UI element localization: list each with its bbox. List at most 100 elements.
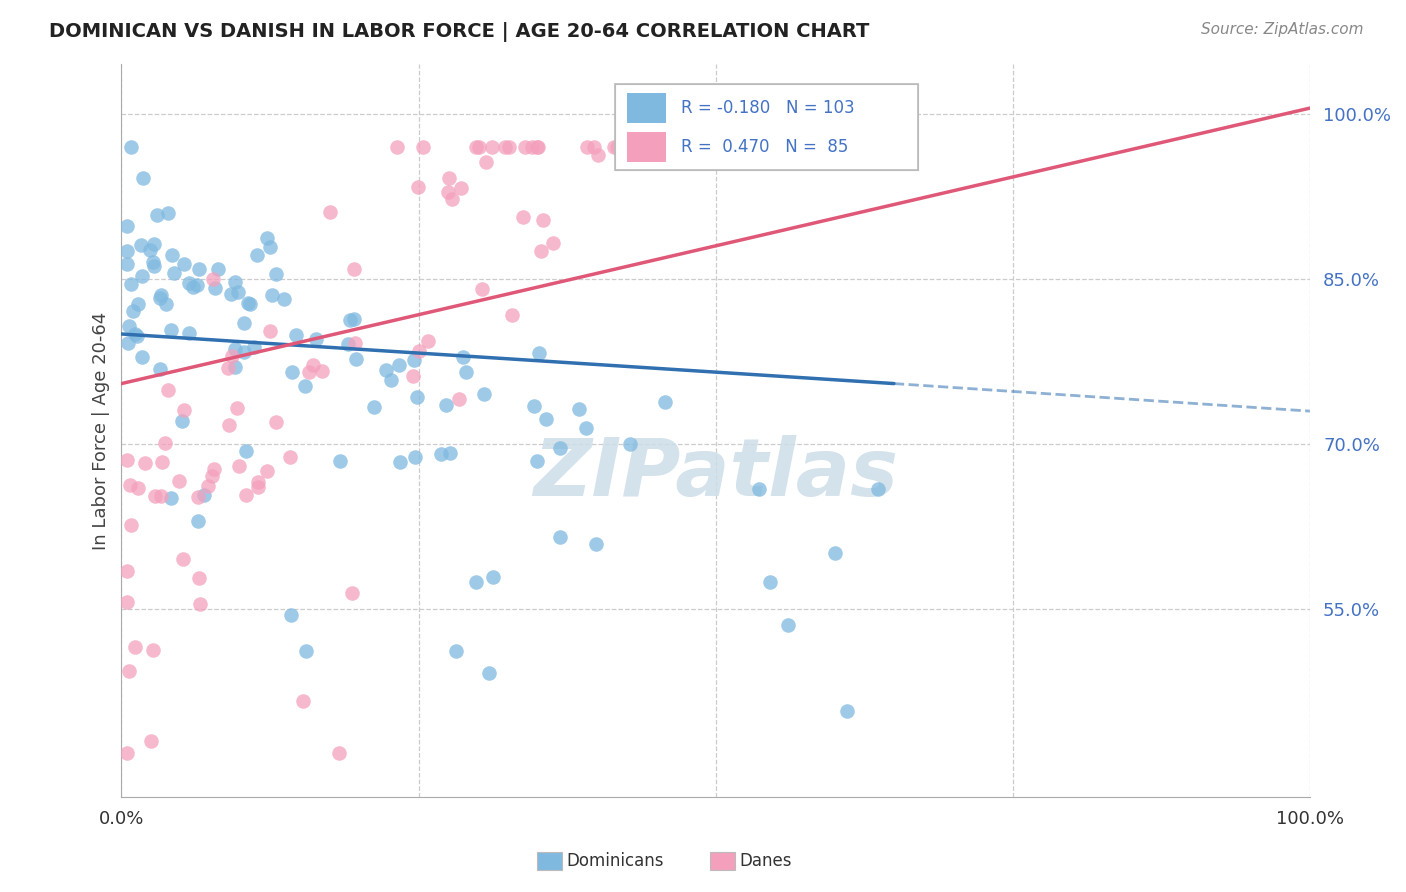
Point (328, 746, 350, 760)
Point (202, 272, 225, 286)
Point (159, 491, 181, 505)
Point (498, 139, 520, 153)
Point (482, 570, 505, 584)
Point (548, 530, 571, 544)
Point (131, 268, 153, 283)
Point (262, 288, 284, 302)
Point (238, 296, 260, 310)
Point (363, 400, 385, 414)
Point (150, 455, 173, 469)
Point (259, 240, 281, 254)
Point (155, 297, 177, 311)
Point (533, 212, 555, 227)
Point (149, 490, 172, 504)
Point (527, 346, 550, 360)
Point (835, 704, 858, 718)
Point (120, 139, 142, 153)
Point (388, 358, 411, 372)
Point (606, 139, 628, 153)
Point (603, 139, 626, 153)
Point (430, 446, 453, 460)
Point (219, 287, 242, 301)
Point (297, 365, 319, 379)
Point (439, 446, 461, 460)
Point (124, 640, 146, 654)
Point (404, 353, 426, 368)
Point (530, 244, 553, 258)
Point (202, 462, 225, 476)
Point (344, 351, 367, 366)
Text: DOMINICAN VS DANISH IN LABOR FORCE | AGE 20-64 CORRELATION CHART: DOMINICAN VS DANISH IN LABOR FORCE | AGE… (49, 22, 869, 42)
Point (640, 139, 662, 153)
Point (187, 514, 209, 528)
Point (406, 180, 429, 194)
Point (160, 248, 183, 262)
Point (235, 488, 257, 502)
Point (404, 450, 426, 464)
Point (142, 259, 165, 273)
Point (246, 247, 269, 261)
Point (181, 279, 204, 293)
Y-axis label: In Labor Force | Age 20-64: In Labor Force | Age 20-64 (93, 311, 110, 549)
Point (285, 328, 308, 343)
Point (200, 469, 222, 483)
Point (127, 481, 149, 495)
Point (380, 373, 402, 387)
Point (337, 337, 360, 351)
Point (117, 595, 139, 609)
Point (143, 489, 166, 503)
Point (520, 139, 543, 153)
Point (759, 574, 782, 589)
Point (475, 155, 498, 169)
Point (256, 464, 278, 478)
Point (311, 364, 333, 378)
Point (118, 478, 141, 492)
Point (294, 378, 316, 392)
Point (273, 292, 295, 306)
Point (141, 734, 163, 748)
Point (142, 236, 165, 251)
Point (692, 139, 714, 153)
Point (139, 243, 162, 257)
Point (682, 139, 704, 153)
Point (437, 186, 460, 200)
Point (193, 488, 215, 502)
Point (512, 210, 534, 224)
Point (295, 644, 318, 658)
Point (157, 205, 180, 219)
Point (197, 479, 219, 493)
Point (343, 312, 366, 326)
Point (117, 219, 139, 234)
Point (343, 262, 366, 277)
Point (450, 181, 472, 195)
Point (406, 390, 429, 404)
Point (444, 643, 467, 657)
Point (402, 369, 425, 384)
Point (120, 277, 142, 291)
Point (513, 139, 536, 153)
Point (408, 344, 430, 359)
Point (494, 139, 516, 153)
Point (264, 268, 287, 282)
Point (477, 665, 499, 680)
Point (155, 435, 177, 450)
Point (117, 335, 139, 350)
Point (467, 139, 489, 153)
Point (125, 329, 148, 343)
Point (278, 450, 301, 464)
Point (472, 386, 495, 401)
Point (412, 139, 434, 153)
Point (132, 171, 155, 186)
Point (340, 586, 363, 600)
Point (576, 139, 599, 153)
Point (319, 205, 342, 219)
Point (188, 262, 211, 277)
Point (173, 257, 195, 271)
Point (344, 335, 367, 350)
Point (481, 139, 503, 153)
Point (156, 383, 179, 397)
Point (339, 313, 361, 327)
Point (526, 454, 548, 468)
Point (224, 359, 246, 374)
Point (447, 392, 470, 406)
